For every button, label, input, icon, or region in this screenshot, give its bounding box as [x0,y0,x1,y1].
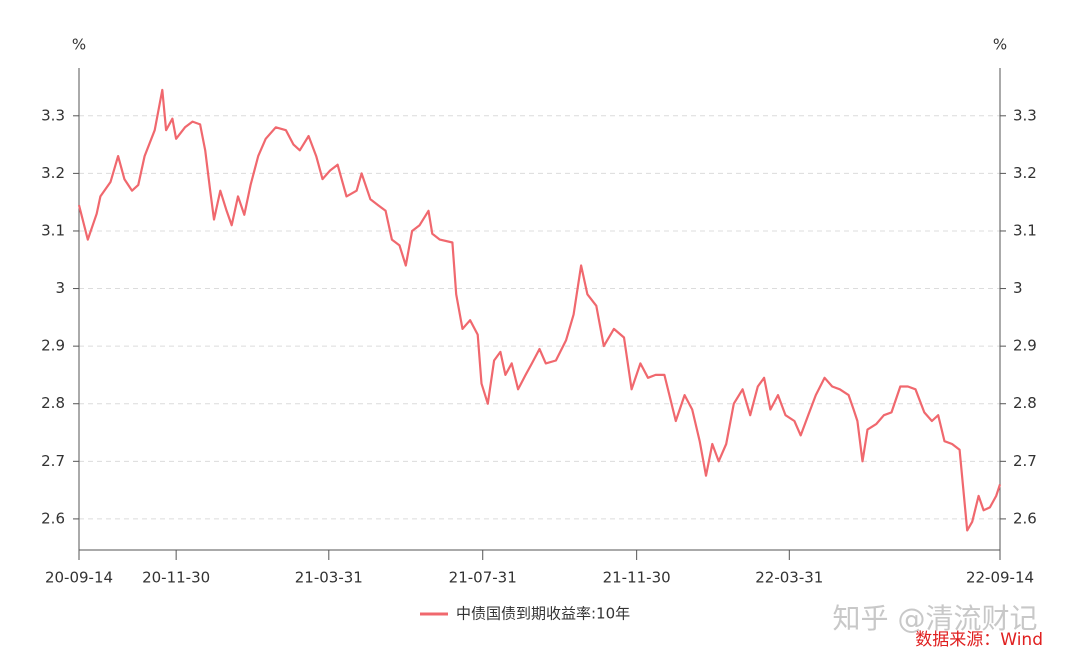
y-tick-label: 2.9 [41,337,65,355]
y2-tick-label: 3.2 [1013,164,1037,182]
y2-unit: % [993,36,1007,54]
y-tick-label: 3.2 [41,164,65,182]
source: 数据来源：Wind [915,630,1043,650]
y-tick-label: 2.8 [41,394,65,412]
y2-tick-label: 3.1 [1013,221,1037,239]
y2-tick-label: 2.8 [1013,394,1037,412]
y-tick-label: 3.3 [41,106,65,124]
y-unit: % [72,36,86,54]
x-tick-label: 20-09-14 [45,569,113,587]
y2-tick-label: 3 [1013,279,1023,297]
y-tick-label: 3.1 [41,221,65,239]
x-tick-label: 21-03-31 [295,569,363,587]
watermark: 知乎 @清流财记 [833,602,1038,635]
y2-tick-label: 2.7 [1013,452,1037,470]
x-tick-label: 20-11-30 [142,569,210,587]
y-tick-label: 3 [55,279,65,297]
x-tick-label: 21-07-31 [449,569,517,587]
y-tick-label: 2.6 [41,509,65,527]
y2-tick-label: 2.6 [1013,509,1037,527]
x-tick-label: 22-09-14 [966,569,1034,587]
data-line [77,88,1002,532]
y2-tick-label: 2.9 [1013,337,1037,355]
legend-label: 中债国债到期收益率:10年 [456,605,630,623]
x-tick-label: 22-03-31 [755,569,823,587]
y-tick-label: 2.7 [41,452,65,470]
x-tick-label: 21-11-30 [603,569,671,587]
y2-tick-label: 3.3 [1013,106,1037,124]
